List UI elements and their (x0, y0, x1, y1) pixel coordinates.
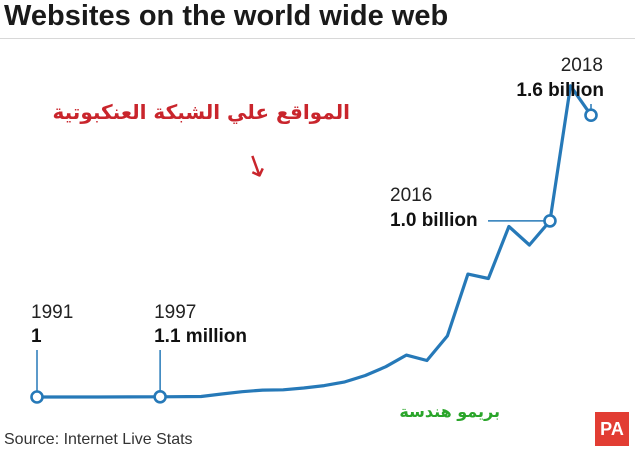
callout-year-2018: 2018 (561, 55, 603, 76)
title-divider (0, 38, 635, 39)
callout-year-1991: 1991 (31, 302, 73, 323)
data-point-1997 (153, 390, 167, 404)
data-point-2018 (584, 108, 598, 123)
callout-year-2016: 2016 (390, 185, 432, 206)
chart-title: Websites on the world wide web (4, 0, 449, 32)
series-line-websites (35, 84, 593, 399)
callout-year-1997: 1997 (154, 302, 196, 323)
watermark-text: بريمو هندسة (399, 402, 500, 421)
callout-value-1991: 1 (31, 326, 42, 347)
callout-layer: 1991 1 1997 1.1 million 2016 1.0 billion 2018 1… (30, 55, 604, 404)
pa-logo: PA (595, 412, 629, 446)
callout-value-2016: 1.0 billion (390, 210, 478, 231)
data-point-2016 (543, 214, 557, 228)
data-point-1991 (30, 390, 44, 404)
arabic-annotation: المواقع علي الشبكة العنكبوتية (52, 100, 350, 124)
source-note: Source: Internet Live Stats (4, 431, 193, 448)
callout-value-2018: 1.6 billion (516, 80, 604, 101)
callout-value-1997: 1.1 million (154, 326, 247, 347)
